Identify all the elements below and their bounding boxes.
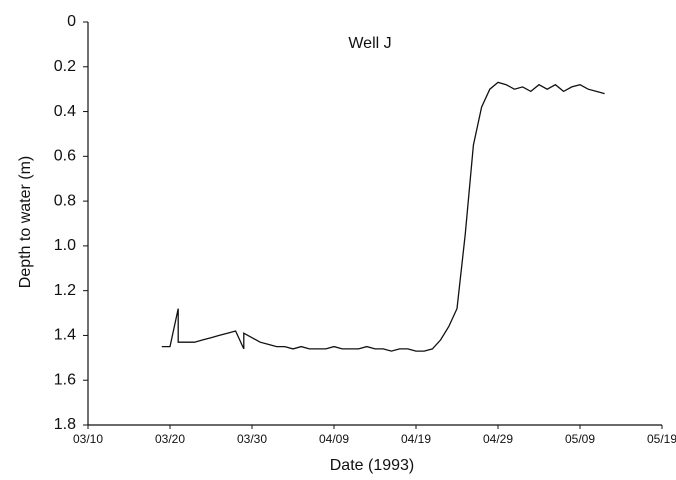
x-tick-label: 05/19 xyxy=(647,432,676,446)
y-tick-label: 0.8 xyxy=(54,192,76,209)
y-tick-label: 1.4 xyxy=(54,327,76,344)
chart-title: Well J xyxy=(348,35,391,52)
x-tick-label: 04/19 xyxy=(401,432,431,446)
x-tick-label: 03/10 xyxy=(73,432,103,446)
x-tick-label: 05/09 xyxy=(565,432,595,446)
x-tick-label: 04/29 xyxy=(483,432,513,446)
x-tick-label: 03/20 xyxy=(155,432,185,446)
x-axis-label: Date (1993) xyxy=(330,457,415,474)
y-tick-label: 1.6 xyxy=(54,371,76,388)
x-tick-label: 03/30 xyxy=(237,432,267,446)
y-tick-label: 0.2 xyxy=(54,58,76,75)
y-tick-label: 0 xyxy=(67,13,76,30)
y-tick-label: 0.4 xyxy=(54,103,76,120)
y-tick-label: 1.0 xyxy=(54,237,76,254)
data-line xyxy=(161,81,605,352)
x-tick-label: 04/09 xyxy=(319,432,349,446)
y-tick-label: 0.6 xyxy=(54,148,76,165)
y-axis-label: Depth to water (m) xyxy=(17,156,34,288)
y-tick-label: 1.8 xyxy=(54,416,76,433)
y-tick-label: 1.2 xyxy=(54,282,76,299)
